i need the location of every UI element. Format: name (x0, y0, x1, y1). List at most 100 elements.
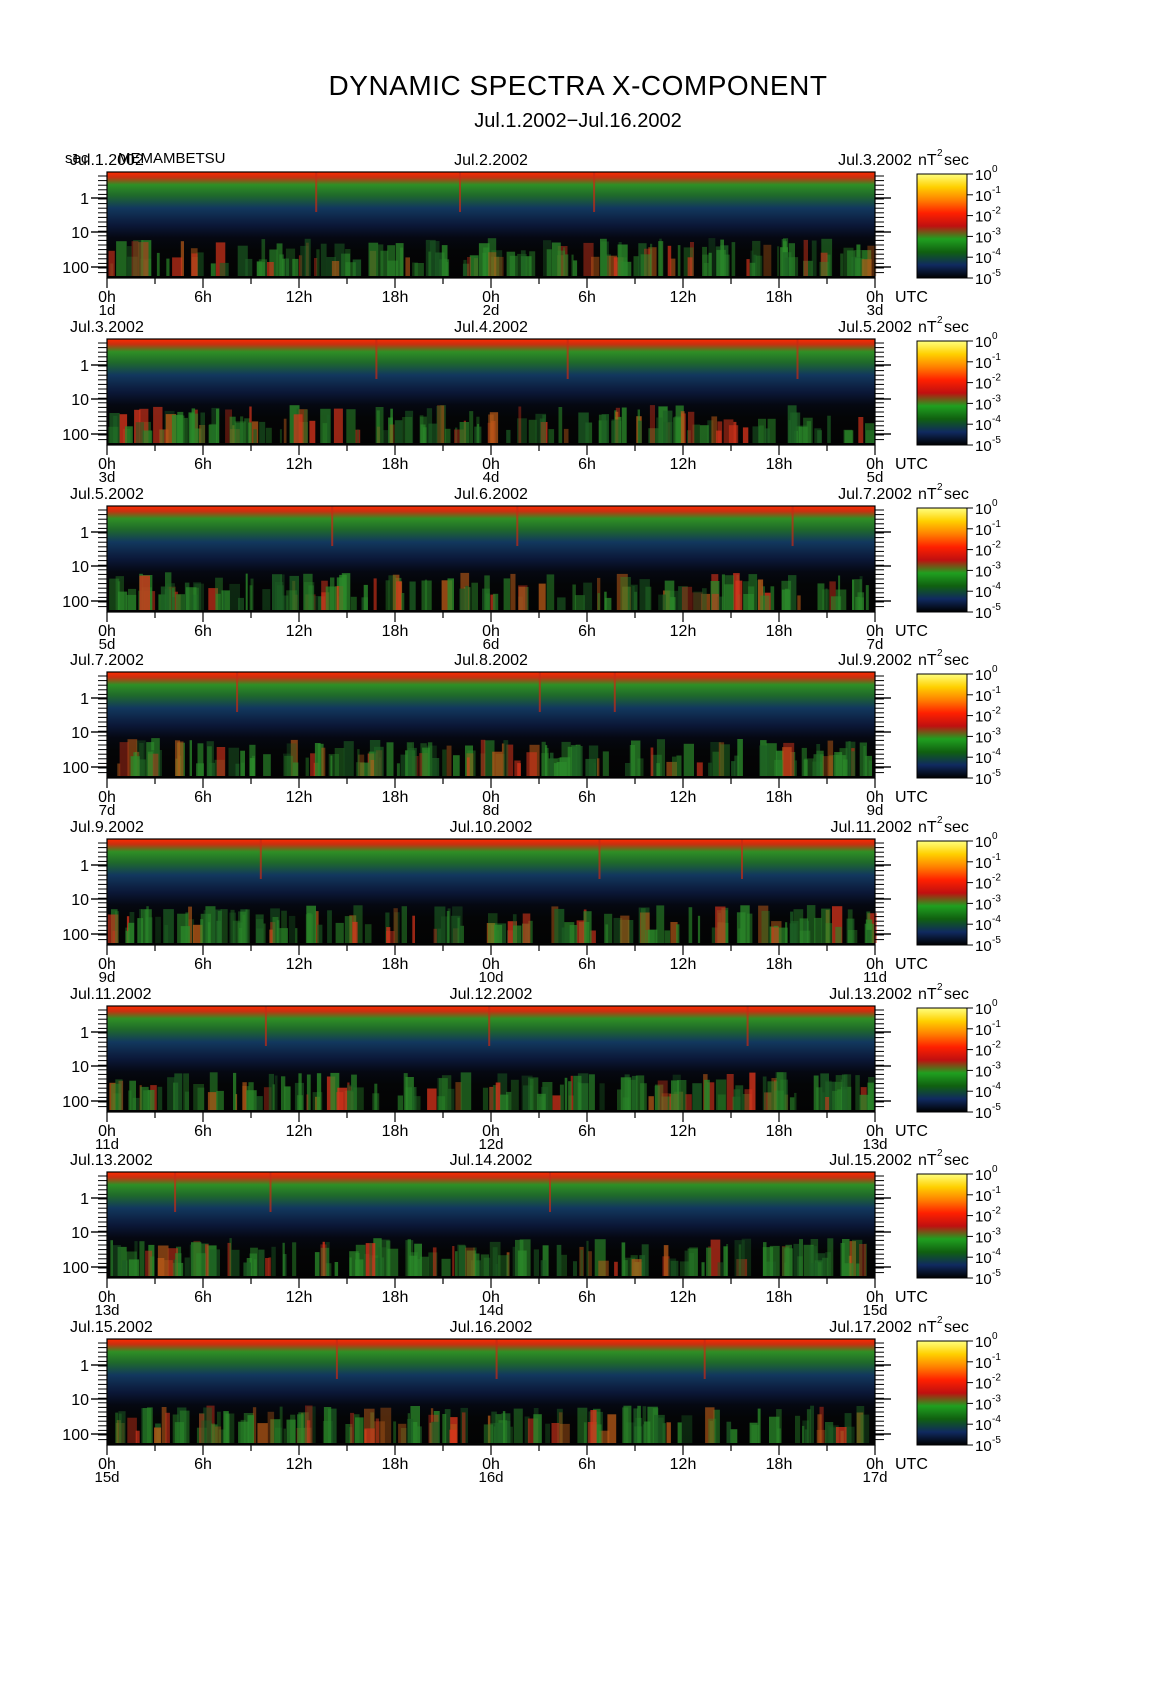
colorbar-unit-tail: sec (944, 486, 969, 503)
colorbar-tick-base: 10 (975, 250, 992, 267)
day-label-left: 13d (94, 1302, 119, 1319)
colorbar-tick-base: 10 (975, 1396, 992, 1413)
spectrogram-texture (115, 1339, 870, 1443)
x-tick-label: 0h (98, 956, 116, 973)
panel-date-left: Jul.13.2002 (70, 1152, 153, 1169)
y-tick-label: 100 (62, 260, 89, 277)
colorbar-tick-exp: -3 (992, 393, 1001, 404)
colorbar-unit-tail: sec (944, 152, 969, 169)
x-tick-label: 18h (382, 289, 409, 306)
y-axis-ticks (91, 1009, 891, 1108)
x-tick-label: 12h (670, 789, 697, 806)
y-axis-ticks (91, 1175, 891, 1274)
panel-date-mid: Jul.2.2002 (454, 152, 528, 169)
y-tick-label: 100 (62, 1427, 89, 1444)
x-axis-ticks (106, 1112, 876, 1122)
colorbar-tick-exp: -1 (992, 1352, 1001, 1363)
x-tick-label: 6h (194, 623, 212, 640)
y-tick-label: 100 (62, 594, 89, 611)
panel-date-left: Jul.3.2002 (70, 319, 144, 336)
y-tick-label: 1 (80, 1358, 89, 1375)
x-tick-label: 18h (766, 289, 793, 306)
colorbar-unit-tail: sec (944, 1152, 969, 1169)
x-tick-label: 0h (98, 1289, 116, 1306)
colorbar-tick-exp: -5 (992, 268, 1001, 279)
y-tick-label: 1 (80, 525, 89, 542)
colorbar-tick-exp: 0 (992, 331, 998, 342)
colorbar-tick-base: 10 (975, 750, 992, 767)
colorbar-tick-base: 10 (975, 209, 992, 226)
colorbar-tick-base: 10 (975, 1105, 992, 1122)
y-tick-label: 10 (71, 1225, 89, 1242)
x-tick-label: 0h (98, 1456, 116, 1473)
spectrogram-panel: Jul.11.2002 Jul.12.2002 Jul.13.20021101000… (62, 982, 1001, 1153)
colorbar-tick-base: 10 (975, 729, 992, 746)
day-label-left: 3d (99, 469, 116, 486)
colorbar-tick-base: 10 (975, 1188, 992, 1205)
x-unit-label: UTC (895, 1456, 928, 1473)
colorbar-gradient (916, 507, 968, 613)
x-tick-label: 0h (866, 1289, 884, 1306)
panel-date-left: Jul.11.2002 (70, 986, 152, 1003)
colorbar-tick-exp: -1 (992, 519, 1001, 530)
colorbar-tick-base: 10 (975, 438, 992, 455)
panel-date-right: Jul.9.2002 (838, 652, 912, 669)
x-tick-label: 0h (98, 789, 116, 806)
x-tick-label: 18h (382, 1289, 409, 1306)
colorbar-tick-base: 10 (975, 1334, 992, 1351)
x-tick-label: 6h (194, 289, 212, 306)
y-axis-ticks (91, 342, 891, 441)
x-axis-ticks (106, 1278, 876, 1288)
x-tick-label: 6h (194, 789, 212, 806)
panel-date-left: Jul.15.2002 (70, 1319, 153, 1336)
x-tick-label: 0h (866, 456, 884, 473)
colorbar-unit-tail: sec (944, 652, 969, 669)
day-label-right: 3d (867, 302, 884, 319)
x-tick-label: 6h (578, 1289, 596, 1306)
colorbar-gradient (916, 1173, 968, 1279)
x-unit-label: UTC (895, 289, 928, 306)
colorbar-tick-base: 10 (975, 1250, 992, 1267)
panel-date-mid: Jul.16.2002 (450, 1319, 533, 1336)
day-label-mid: 4d (483, 469, 500, 486)
colorbar-tick-base: 10 (975, 917, 992, 934)
y-axis-ticks (91, 1342, 891, 1441)
x-tick-label: 18h (382, 956, 409, 973)
spectrogram-texture (117, 672, 873, 776)
colorbar-tick-exp: 0 (992, 1331, 998, 1342)
colorbar-tick-exp: -1 (992, 1019, 1001, 1030)
colorbar-gradient (916, 673, 968, 779)
x-tick-label: 12h (670, 1123, 697, 1140)
y-tick-label: 1 (80, 191, 89, 208)
colorbar-tick-exp: -5 (992, 602, 1001, 613)
day-label-mid: 6d (483, 636, 500, 653)
colorbar-gradient (916, 340, 968, 446)
day-label-left: 11d (95, 1136, 119, 1153)
day-label-mid: 2d (483, 302, 500, 319)
panel-date-right: Jul.17.2002 (829, 1319, 912, 1336)
x-axis-ticks (106, 1445, 876, 1455)
colorbar-tick-exp: -2 (992, 373, 1001, 384)
x-tick-label: 18h (766, 1289, 793, 1306)
x-axis-ticks (106, 612, 876, 622)
colorbar-unit-tail: sec (944, 819, 969, 836)
colorbar-tick-base: 10 (975, 1271, 992, 1288)
x-tick-label: 6h (578, 1123, 596, 1140)
spectrogram-texture (107, 839, 877, 943)
day-label-right: 5d (867, 469, 884, 486)
y-tick-label: 100 (62, 927, 89, 944)
y-tick-label: 1 (80, 1025, 89, 1042)
colorbar-tick-base: 10 (975, 188, 992, 205)
x-tick-label: 0h (866, 1123, 884, 1140)
spectrogram-texture (109, 1006, 876, 1110)
colorbar-tick-exp: -4 (992, 247, 1001, 258)
colorbar-tick-exp: -4 (992, 1081, 1001, 1092)
colorbar-tick-base: 10 (975, 771, 992, 788)
